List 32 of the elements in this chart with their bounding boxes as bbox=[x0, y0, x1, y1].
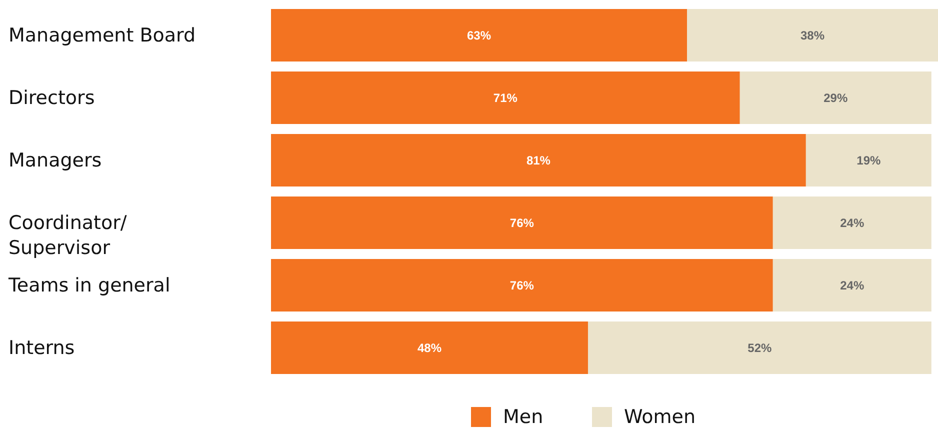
bar bbox=[271, 322, 588, 374]
bar bbox=[687, 9, 938, 62]
data-label: 63% bbox=[467, 28, 492, 42]
data-label: 38% bbox=[800, 28, 825, 42]
bar bbox=[271, 134, 806, 186]
bar bbox=[271, 72, 740, 124]
bar bbox=[806, 134, 932, 186]
legend-label: Women bbox=[624, 406, 696, 428]
data-label: 81% bbox=[526, 153, 551, 168]
data-label: 76% bbox=[510, 278, 534, 292]
y-tick-label: Directors bbox=[8, 86, 95, 109]
bar bbox=[588, 322, 932, 374]
legend-label: Men bbox=[503, 406, 544, 428]
data-label: 71% bbox=[493, 90, 518, 105]
data-label: 76% bbox=[510, 216, 534, 230]
bar bbox=[271, 259, 773, 312]
data-label: 24% bbox=[840, 216, 864, 230]
bar bbox=[271, 196, 773, 249]
bar bbox=[271, 9, 688, 62]
data-label: 24% bbox=[840, 278, 864, 292]
data-label: 52% bbox=[748, 340, 772, 355]
y-tick-label: Management Board bbox=[8, 24, 196, 46]
y-tick-label: Interns bbox=[8, 336, 75, 359]
bar bbox=[772, 196, 932, 249]
bar bbox=[740, 72, 932, 124]
y-tick-label: Managers bbox=[8, 149, 102, 172]
bar bbox=[772, 259, 932, 312]
data-label: 48% bbox=[417, 340, 442, 355]
data-label: 19% bbox=[856, 153, 881, 168]
data-label: 29% bbox=[824, 90, 848, 105]
y-tick-label: Teams in general bbox=[8, 274, 170, 296]
y-tick-label: Coordinator/ Supervisor bbox=[8, 212, 128, 259]
